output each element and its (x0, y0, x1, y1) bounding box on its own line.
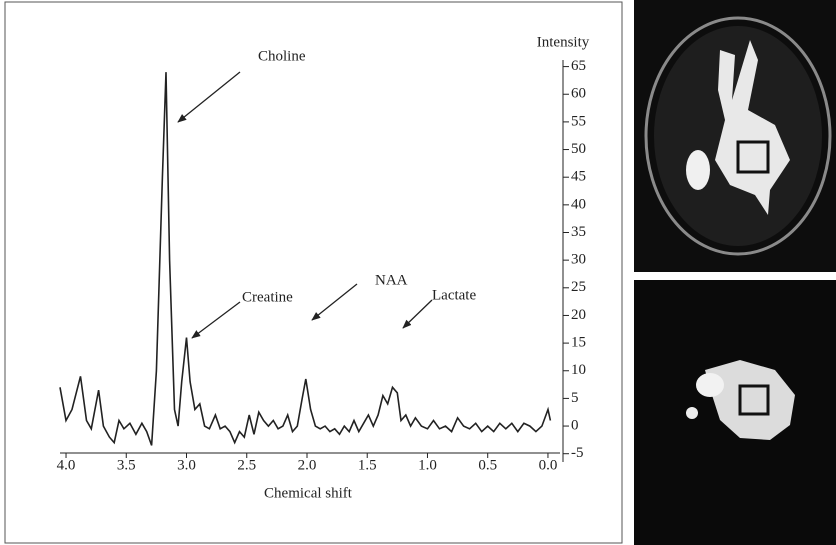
y-tick-label: 65 (571, 58, 586, 74)
x-tick-label: 2.0 (298, 457, 317, 473)
page: Chemical shift Intensity 4.0 3.5 3.0 2.5 2.0… (0, 0, 836, 545)
x-tick-label: 1.5 (358, 457, 377, 473)
x-tick-label: 4.0 (57, 457, 76, 473)
y-tick-label: 35 (571, 224, 586, 240)
y-axis-label: Intensity (537, 34, 590, 50)
annotation: Lactate (432, 287, 476, 303)
annotation: Creatine (242, 289, 293, 305)
y-tick-label: 40 (571, 196, 586, 212)
y-tick-label: 0 (571, 417, 579, 433)
y-tick-label: 15 (571, 335, 586, 351)
mri-top (634, 0, 836, 272)
x-tick-label: 3.0 (177, 457, 196, 473)
y-tick-label: 45 (571, 169, 586, 185)
x-tick-label: 3.5 (117, 457, 136, 473)
y-tick-label: 30 (571, 252, 586, 268)
annotation: Choline (258, 48, 306, 64)
y-tick-label: 10 (571, 362, 586, 378)
y-tick-label: 50 (571, 141, 586, 157)
x-tick-label: 0.5 (478, 457, 497, 473)
y-tick-label: 55 (571, 113, 586, 129)
y-tick-label: 25 (571, 279, 586, 295)
y-tick-label: 20 (571, 307, 586, 323)
y-tick-label: 60 (571, 86, 586, 102)
annotation: NAA (375, 272, 408, 288)
x-tick-label: 2.5 (237, 457, 256, 473)
y-tick-label: -5 (571, 445, 584, 461)
mri-bottom (634, 280, 836, 545)
x-tick-label: 1.0 (418, 457, 437, 473)
x-axis-label: Chemical shift (264, 485, 353, 501)
y-tick-label: 5 (571, 390, 579, 406)
x-tick-label: 0.0 (539, 457, 558, 473)
